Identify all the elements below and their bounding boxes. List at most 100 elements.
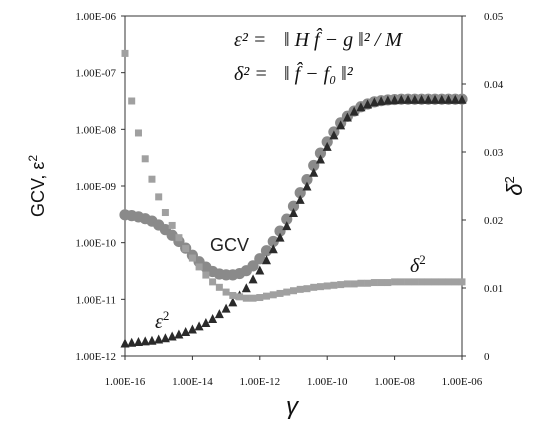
epsilon-point [336,120,346,130]
delta-point [397,278,405,286]
delta-point [438,278,446,286]
epsilon-point [133,337,143,347]
epsilon-point [160,333,170,343]
gcv-point [254,253,266,265]
plot-area [124,15,463,357]
gcv-point [247,260,259,272]
epsilon-point [289,208,298,218]
epsilon-point [390,95,400,105]
delta-point [458,278,466,286]
delta-point [431,278,439,286]
left-tick-label: 1.00E-06 [75,11,116,23]
epsilon-point [437,94,447,104]
right-axis-title-text: δ [502,183,527,196]
delta-point [242,294,250,302]
delta-point [134,129,142,137]
delta-point [262,292,270,300]
equation-delta-rhs: ‖ f̂ − f₀ ‖² [284,61,354,85]
delta-point [222,288,230,296]
epsilon-point [457,94,467,104]
delta-point [215,283,223,291]
epsilon-point [214,309,224,319]
epsilon-point [376,96,386,106]
delta-point [391,278,399,286]
left-tick-label: 1.00E-11 [76,294,116,306]
x-tick-label: 1.00E-10 [307,376,348,388]
epsilon-point [423,94,433,104]
right-tick-label: 0.04 [484,79,504,91]
delta-point [290,287,297,295]
epsilon-point [194,321,204,331]
delta-point [337,281,345,289]
epsilon-point [403,94,413,104]
epsilon-point [268,244,278,254]
gcv-point [274,225,286,237]
x-tick-label: 1.00E-14 [172,376,213,388]
delta-point [269,291,277,299]
epsilon-point [248,274,258,284]
series-label-epsilon: ε2 [155,308,169,333]
epsilon-point [201,318,211,328]
epsilon-point [383,95,393,105]
series-label-gcv: GCV [210,235,249,255]
epsilon-point [181,327,191,337]
epsilon-point [410,94,420,104]
epsilon-point [329,130,339,140]
delta-point [128,97,136,105]
delta-point [236,293,244,301]
epsilon-point [322,141,332,151]
epsilon-point [228,297,238,307]
delta-point [316,283,324,291]
epsilon-point [444,94,454,104]
epsilon-point [255,265,265,275]
epsilon-point [120,338,130,348]
gcv-point [301,173,313,186]
delta-point [155,193,163,201]
x-tick-label: 1.00E-16 [105,376,146,388]
epsilon-point [241,283,251,293]
epsilon-point [154,334,164,344]
delta-point [445,278,453,286]
delta-point [303,285,311,293]
delta-point [283,288,291,296]
x-tick-label: 1.00E-06 [442,376,483,388]
delta-point [330,281,338,289]
right-tick-label: 0.03 [484,147,504,159]
right-tick-label: 0.05 [484,11,504,23]
epsilon-point [167,331,177,341]
delta-point [310,283,318,291]
epsilon-point [430,94,440,104]
epsilon-point [147,335,157,345]
delta-point [249,294,257,302]
delta-point [121,49,129,57]
delta-point [418,278,426,286]
epsilon-point [282,221,292,231]
gcv-point [260,245,273,257]
x-tick-label: 1.00E-08 [374,376,415,388]
delta-point [404,278,412,286]
right-axis-title: δ2 [502,176,527,195]
equation-delta-lhs: δ² = [234,63,268,85]
epsilon-point [208,313,218,323]
delta-point [350,280,358,288]
equation-epsilon-rhs: ‖ H f̂ − g ‖² / M [284,27,403,51]
series-label-delta-text: δ [410,255,420,277]
delta-point [182,245,190,253]
delta-point [148,175,156,183]
delta-point [370,279,378,287]
delta-point [323,282,331,290]
epsilon-point [450,94,460,104]
series-label-epsilon-sup: 2 [163,308,170,323]
epsilon-point [309,167,319,177]
x-tick-label: 1.00E-12 [239,376,280,388]
epsilon-point [295,194,305,204]
epsilon-point [356,102,366,112]
series-label-epsilon-text: ε [155,311,163,333]
delta-point [276,289,284,297]
epsilon-point [342,112,352,122]
x-axis-title: γ [286,393,300,420]
epsilon-point [315,154,325,164]
right-tick-label: 0.02 [484,215,503,227]
left-tick-label: 1.00E-07 [75,68,116,80]
